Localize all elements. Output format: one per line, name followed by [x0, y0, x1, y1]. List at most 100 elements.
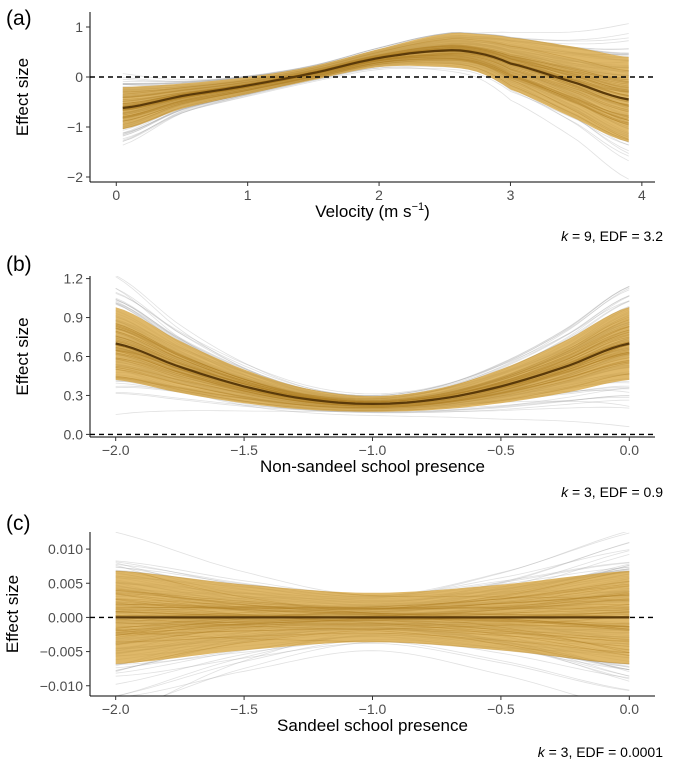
- band-draw-line: [115, 331, 630, 402]
- band-draw-line: [122, 53, 629, 130]
- band-draw-line: [115, 611, 630, 628]
- x-axis-title: Velocity (m s−1): [315, 201, 430, 221]
- y-tick-label: 0.6: [64, 349, 84, 365]
- band-draw-line: [122, 62, 629, 141]
- y-axis-title: Effect size: [13, 317, 32, 395]
- y-tick-label: −0.010: [40, 678, 83, 694]
- y-tick-label: 0.010: [48, 541, 83, 557]
- posterior-draw-line: [126, 650, 581, 696]
- band-draw-line: [115, 326, 630, 401]
- band-draw-line: [115, 344, 630, 406]
- x-tick-label: −0.5: [487, 442, 515, 458]
- band-draw-line: [115, 611, 630, 628]
- x-tick-label: −2.0: [102, 442, 130, 458]
- band-draw-line: [122, 56, 629, 121]
- band-draw-line: [115, 628, 630, 647]
- x-axis-title: Non-sandeel school presence: [260, 457, 485, 476]
- band-draw-line: [115, 358, 630, 408]
- band-draw-line: [115, 623, 630, 634]
- band-draw-line: [122, 56, 629, 124]
- band-draw-line: [122, 60, 629, 129]
- x-tick-label: 1: [244, 187, 252, 203]
- model-note-rest: = 9, EDF = 3.2: [568, 228, 663, 244]
- y-tick-label: −2: [67, 169, 83, 185]
- band-draw-line: [115, 611, 630, 633]
- band-draw-line: [115, 589, 630, 630]
- x-axis-title-main: Non-sandeel school presence: [260, 457, 485, 476]
- band-draw-line: [115, 570, 630, 636]
- band-draw-line: [122, 54, 629, 119]
- band-draw-line: [115, 350, 630, 407]
- x-tick-label: −1.5: [230, 442, 258, 458]
- y-tick-label: 0.9: [64, 310, 84, 326]
- band-draw-line: [122, 58, 629, 122]
- band-draw-line: [122, 58, 629, 122]
- x-axis-title-main: Sandeel school presence: [277, 716, 468, 735]
- band-draw-line: [115, 627, 630, 642]
- plot-area: [90, 23, 655, 180]
- band-draw-line: [115, 324, 630, 402]
- band-draw-line: [122, 57, 629, 121]
- band-draw-line: [115, 593, 630, 651]
- band-draw-line: [115, 598, 630, 632]
- mean-effect-line: [122, 49, 629, 110]
- band-draw-line: [115, 599, 630, 610]
- y-tick-label: −0.005: [40, 644, 83, 660]
- band-draw-line: [115, 316, 630, 402]
- y-tick-label: 0: [75, 69, 83, 85]
- y-tick-label: 0.005: [48, 575, 83, 591]
- band-draw-line: [115, 351, 630, 407]
- band-draw-line: [115, 373, 630, 411]
- band-draw-line: [115, 330, 630, 403]
- band-draw-line: [115, 594, 630, 609]
- band-draw-line: [122, 57, 629, 140]
- band-draw-line: [115, 609, 630, 616]
- y-tick-label: 0.3: [64, 387, 84, 403]
- band-draw-line: [115, 570, 630, 602]
- band-draw-line: [115, 615, 630, 665]
- band-draw-line: [122, 59, 629, 125]
- band-draw-line: [115, 583, 630, 612]
- band-draw-line: [115, 349, 630, 406]
- band-draw-line: [115, 344, 630, 408]
- band-draw-line: [115, 362, 630, 409]
- panel-2: 0.0 0.3 0.6 0.9 1.2 −2.0 −1.5 −1.0 −0.5 0.0 (b) Eff…: [6, 253, 663, 500]
- model-note-rest: = 3, EDF = 0.9: [568, 484, 663, 500]
- y-tick-label: 0.0: [64, 426, 84, 442]
- posterior-draw-line: [115, 293, 630, 395]
- x-tick-label: 4: [638, 187, 646, 203]
- model-note-rest: = 3, EDF = 0.0001: [545, 744, 664, 760]
- y-tick-label: 1.2: [64, 271, 84, 287]
- band-draw-line: [115, 616, 630, 630]
- band-draw-line: [115, 598, 630, 628]
- band-draw-line: [122, 44, 629, 98]
- band-draw-line: [122, 45, 629, 101]
- x-tick-label: −1.5: [230, 701, 258, 717]
- model-note-k: k: [538, 744, 546, 760]
- x-tick-label: −0.5: [487, 701, 515, 717]
- band-draw-line: [115, 598, 630, 610]
- band-draw-line: [115, 590, 630, 609]
- band-draw-line: [115, 585, 630, 629]
- x-tick-label: 2: [375, 187, 383, 203]
- x-tick-label: 0: [112, 187, 120, 203]
- y-tick-label: 1: [75, 19, 83, 35]
- y-axis-title: Effect size: [13, 58, 32, 136]
- posterior-draw-line: [115, 642, 630, 691]
- band-draw-line: [115, 326, 630, 403]
- band-draw-line: [115, 615, 630, 665]
- x-tick-label: −1.0: [359, 701, 387, 717]
- band-draw-line: [115, 594, 630, 610]
- band-draw-line: [115, 594, 630, 610]
- panel-label: (a): [6, 7, 32, 30]
- panel-label: (b): [6, 253, 32, 276]
- model-note: k = 9, EDF = 3.2: [561, 228, 663, 244]
- band-draw-line: [115, 325, 630, 401]
- x-tick-label: 0.0: [620, 442, 640, 458]
- plot-area: [90, 532, 655, 696]
- model-note: k = 3, EDF = 0.0001: [538, 744, 664, 760]
- band-draw-line: [122, 45, 629, 98]
- x-axis-title: Sandeel school presence: [277, 716, 468, 735]
- x-axis-title-superscript: −1: [412, 201, 425, 213]
